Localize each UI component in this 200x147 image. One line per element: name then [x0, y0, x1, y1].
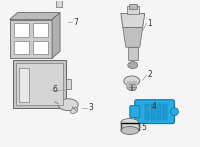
Text: 6: 6 — [52, 85, 57, 94]
FancyBboxPatch shape — [135, 100, 174, 123]
Ellipse shape — [121, 127, 139, 134]
Text: 2: 2 — [148, 70, 152, 80]
FancyBboxPatch shape — [127, 6, 139, 14]
FancyBboxPatch shape — [14, 41, 29, 54]
FancyBboxPatch shape — [56, 0, 62, 7]
Polygon shape — [123, 27, 143, 47]
FancyBboxPatch shape — [13, 60, 66, 108]
Ellipse shape — [121, 119, 139, 127]
FancyBboxPatch shape — [33, 41, 48, 54]
FancyBboxPatch shape — [19, 68, 29, 102]
Polygon shape — [52, 13, 60, 58]
FancyBboxPatch shape — [121, 123, 139, 130]
Ellipse shape — [71, 108, 78, 114]
FancyBboxPatch shape — [129, 4, 137, 9]
Polygon shape — [121, 14, 145, 27]
Polygon shape — [10, 13, 60, 20]
FancyBboxPatch shape — [163, 104, 167, 120]
FancyBboxPatch shape — [127, 81, 137, 87]
FancyBboxPatch shape — [130, 106, 140, 118]
Ellipse shape — [128, 62, 138, 69]
Text: 5: 5 — [142, 123, 147, 132]
FancyBboxPatch shape — [66, 79, 71, 89]
FancyBboxPatch shape — [14, 24, 29, 37]
Ellipse shape — [124, 76, 140, 86]
Text: 1: 1 — [148, 19, 152, 28]
FancyBboxPatch shape — [33, 24, 48, 37]
Polygon shape — [10, 20, 52, 58]
FancyBboxPatch shape — [145, 104, 149, 120]
Ellipse shape — [171, 108, 178, 116]
Ellipse shape — [50, 99, 58, 105]
Text: 4: 4 — [152, 102, 157, 111]
Text: 3: 3 — [88, 103, 93, 112]
FancyBboxPatch shape — [128, 47, 138, 60]
Text: 7: 7 — [73, 18, 78, 27]
FancyBboxPatch shape — [157, 104, 161, 120]
Ellipse shape — [127, 83, 137, 90]
Ellipse shape — [58, 99, 78, 111]
FancyBboxPatch shape — [16, 63, 63, 105]
FancyBboxPatch shape — [151, 104, 155, 120]
